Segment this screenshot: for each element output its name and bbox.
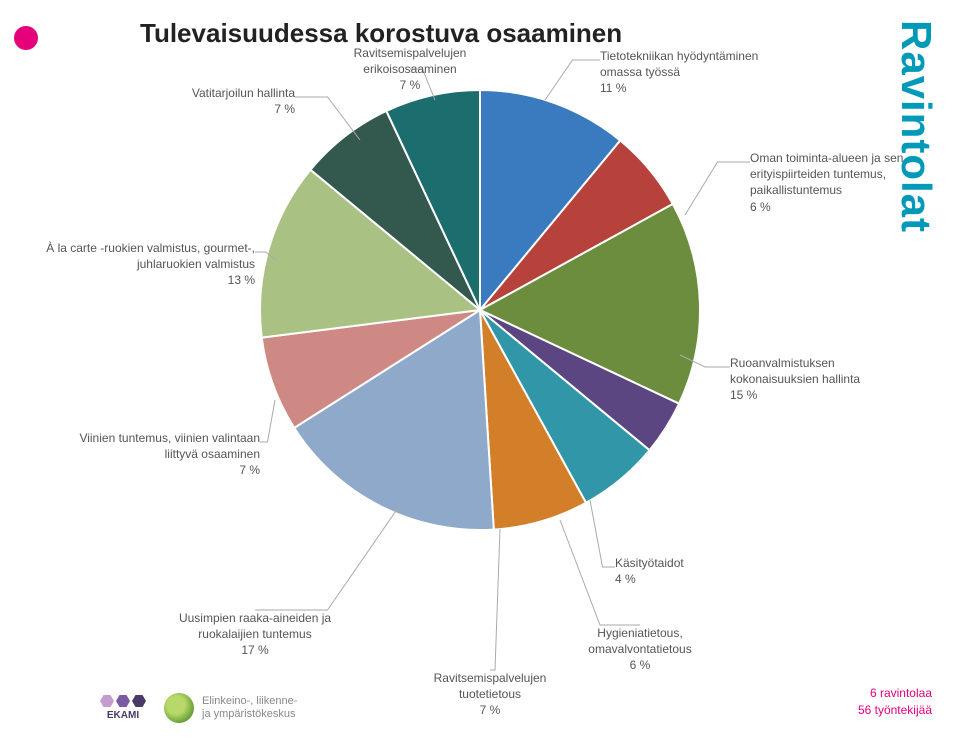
- footer-logos: EKAMI Elinkeino-, liikenne- ja ympäristö…: [100, 693, 297, 723]
- slice-label: Tietotekniikan hyödyntäminen omassa työs…: [600, 48, 770, 97]
- slice-label: Hygieniatietous, omavalvontatietous6 %: [555, 625, 725, 674]
- ely-line1: Elinkeino-, liikenne-: [202, 695, 297, 708]
- pie-chart: [260, 80, 700, 540]
- slice-label: Oman toiminta-alueen ja sen erityispiirt…: [750, 150, 930, 215]
- stat-line1: 6 ravintolaa: [858, 685, 932, 702]
- slice-label: Viinien tuntemus, viinien valintaan liit…: [60, 430, 260, 479]
- slice-label: Vatitarjoilun hallinta7 %: [155, 85, 295, 117]
- hex-icon: [132, 695, 146, 707]
- ely-line2: ja ympäristökeskus: [202, 708, 297, 721]
- slice-label: Ruoanvalmistuksen kokonaisuuksien hallin…: [730, 355, 900, 404]
- slice-label: Ravitsemispalvelujen tuotetietous7 %: [410, 670, 570, 719]
- hex-icon: [100, 695, 114, 707]
- ekami-label: EKAMI: [107, 710, 139, 721]
- slice-label: Ravitsemispalvelujen erikoisosaaminen7 %: [330, 45, 490, 94]
- ely-logo: Elinkeino-, liikenne- ja ympäristökeskus: [164, 693, 297, 723]
- stat-line2: 56 työntekijää: [858, 702, 932, 719]
- slice-label: Käsityötaidot4 %: [615, 555, 735, 587]
- slice-label: À la carte -ruokien valmistus, gourmet-,…: [35, 240, 255, 289]
- hex-icon: [116, 695, 130, 707]
- footer-stats: 6 ravintolaa 56 työntekijää: [858, 685, 932, 719]
- leaf-icon: [164, 693, 194, 723]
- slice-label: Uusimpien raaka-aineiden ja ruokalaijien…: [150, 610, 360, 659]
- brand-dot: [14, 26, 38, 50]
- ekami-logo: EKAMI: [100, 695, 146, 721]
